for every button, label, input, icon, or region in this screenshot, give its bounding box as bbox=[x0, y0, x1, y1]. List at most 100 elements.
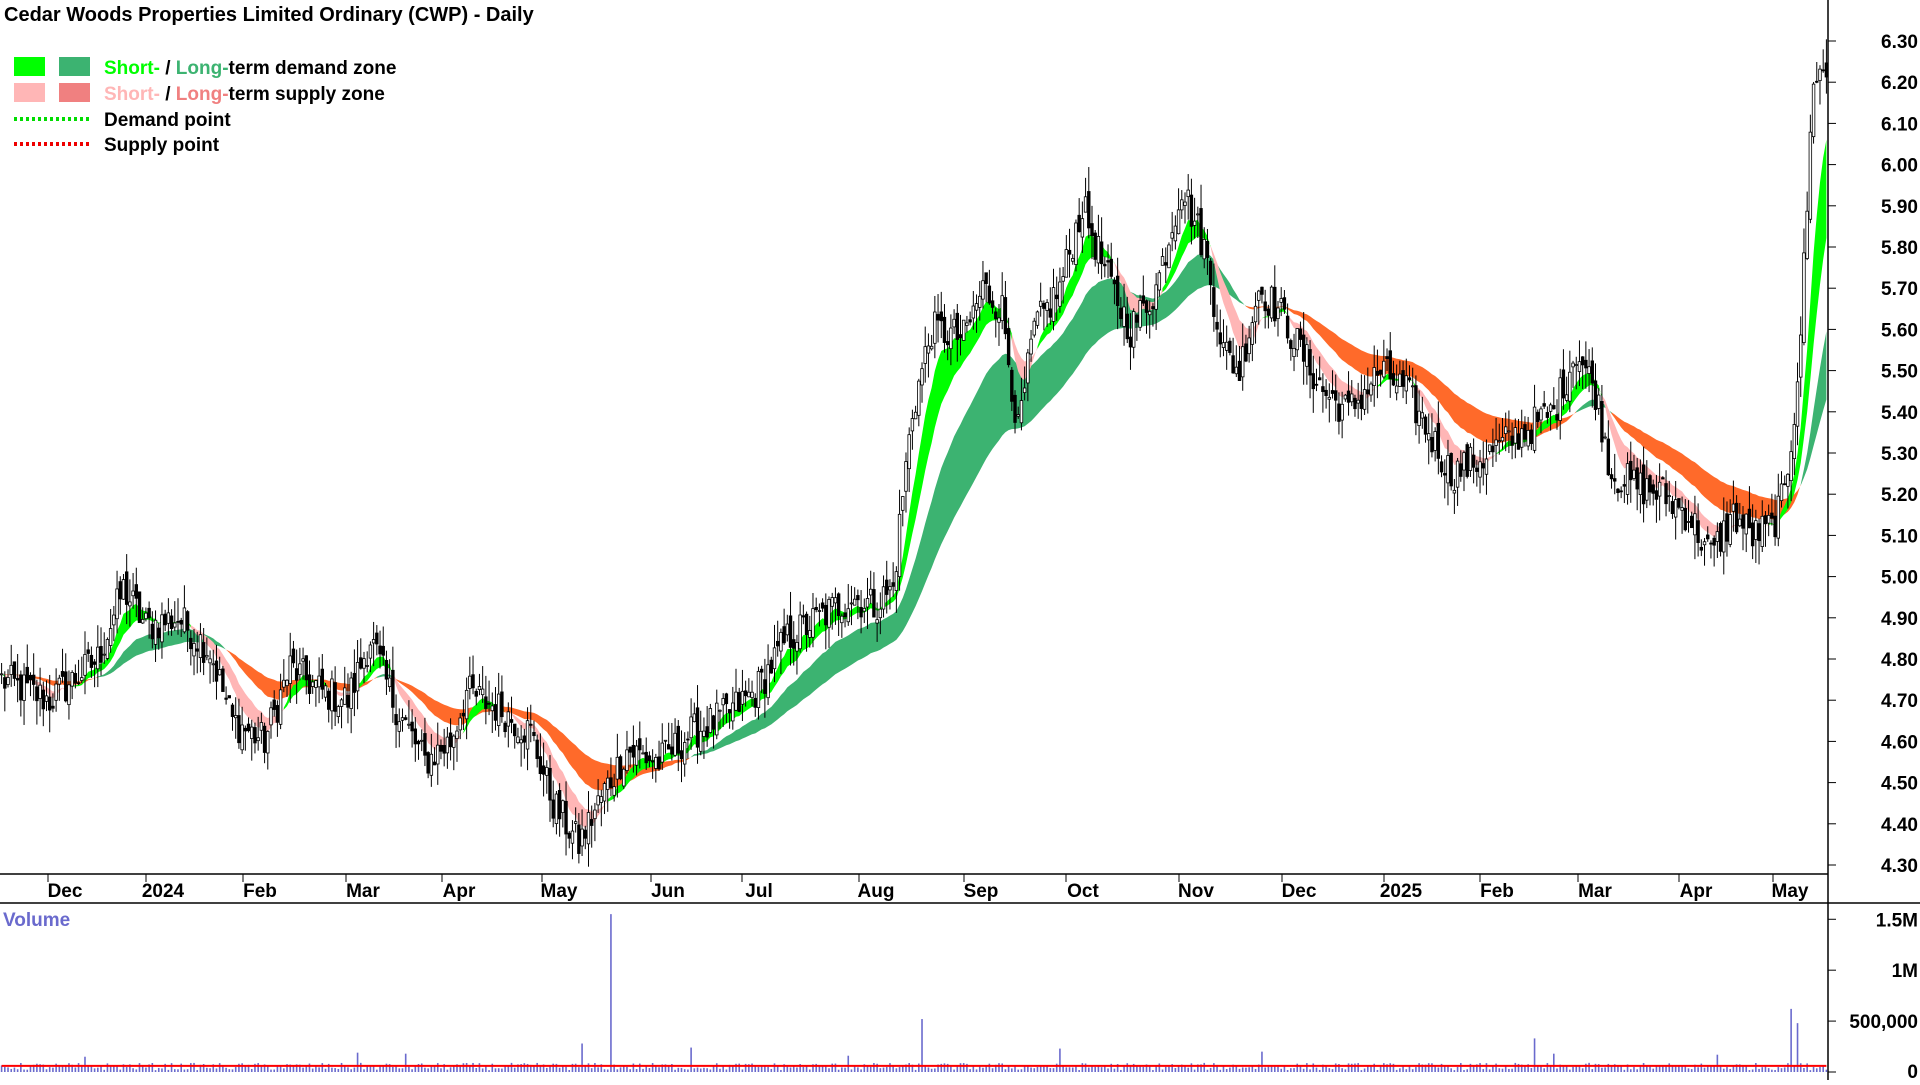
candle-body bbox=[862, 607, 866, 612]
candle-body bbox=[1375, 370, 1380, 376]
candle-body bbox=[718, 709, 722, 712]
x-tick-label: 2025 bbox=[1380, 881, 1423, 902]
candle-body bbox=[208, 658, 212, 664]
candle-body bbox=[779, 631, 783, 652]
candle-body bbox=[1629, 460, 1633, 481]
candle-body bbox=[516, 736, 520, 744]
candle-body bbox=[647, 755, 652, 762]
candle-body bbox=[282, 679, 286, 688]
candle-body bbox=[439, 744, 443, 752]
candle-body bbox=[1561, 369, 1566, 399]
candle-body bbox=[901, 496, 905, 511]
long-term-zone-band bbox=[376, 674, 397, 680]
candle-body bbox=[201, 642, 206, 663]
candle-body bbox=[702, 730, 706, 737]
candle-body bbox=[1340, 403, 1344, 421]
volume-y-tick-label: 1M bbox=[1892, 961, 1918, 982]
candle-body bbox=[214, 660, 219, 682]
candle-body bbox=[1192, 220, 1197, 226]
y-tick-label: 6.10 bbox=[1881, 114, 1918, 135]
candle-body bbox=[108, 628, 113, 646]
candle-body bbox=[820, 602, 825, 609]
candle-body bbox=[1378, 369, 1383, 375]
candle-body bbox=[368, 644, 373, 659]
candle-body bbox=[1523, 424, 1527, 440]
candle-body bbox=[1738, 518, 1742, 527]
candle-body bbox=[618, 756, 623, 780]
candle-body bbox=[1112, 279, 1117, 285]
candle-body bbox=[1706, 534, 1710, 540]
candle-body bbox=[1449, 453, 1453, 487]
candle-body bbox=[567, 832, 571, 839]
candle-body bbox=[1122, 306, 1126, 327]
candle-body bbox=[484, 696, 488, 709]
short-term-zone-band bbox=[505, 711, 608, 829]
short-supply-swatch bbox=[14, 83, 45, 102]
candle-body bbox=[1324, 389, 1328, 396]
candle-body bbox=[436, 744, 440, 765]
candle-body bbox=[1273, 286, 1277, 322]
candle-body bbox=[310, 681, 315, 687]
candle-body bbox=[355, 662, 360, 692]
candle-body bbox=[1237, 360, 1242, 381]
candle-body bbox=[477, 686, 482, 690]
candle-body bbox=[1160, 256, 1165, 266]
candle-body bbox=[1770, 512, 1774, 519]
candle-body bbox=[1006, 328, 1011, 366]
candle-body bbox=[1115, 275, 1120, 307]
candle-body bbox=[163, 613, 167, 626]
candle-body bbox=[801, 615, 806, 618]
candle-body bbox=[387, 677, 392, 688]
candle-body bbox=[740, 690, 745, 705]
candle-body bbox=[1186, 189, 1190, 198]
candle-body bbox=[1263, 301, 1267, 312]
candle-body bbox=[73, 673, 78, 684]
candle-body bbox=[650, 760, 655, 763]
candle-body bbox=[1414, 385, 1418, 424]
candle-body bbox=[1436, 422, 1441, 459]
candle-body bbox=[843, 612, 847, 618]
candle-body bbox=[1484, 458, 1489, 475]
x-tick-label: Jul bbox=[745, 881, 772, 902]
short-term-zone-band bbox=[1496, 372, 1602, 455]
candle-body bbox=[1802, 252, 1806, 344]
candle-body bbox=[1167, 244, 1171, 269]
candle-body bbox=[256, 737, 260, 742]
candle-body bbox=[1494, 439, 1498, 446]
candle-body bbox=[1545, 412, 1550, 418]
candle-body bbox=[54, 683, 58, 701]
candle-body bbox=[1491, 445, 1495, 453]
candle-body bbox=[320, 668, 325, 690]
candle-body bbox=[1763, 515, 1768, 525]
candle-body bbox=[323, 685, 328, 698]
candle-body bbox=[1821, 69, 1825, 72]
candle-body bbox=[894, 571, 899, 592]
candle-body bbox=[897, 513, 902, 578]
y-tick-label: 4.90 bbox=[1881, 609, 1918, 630]
candle-body bbox=[962, 319, 966, 341]
candle-body bbox=[384, 660, 389, 680]
long-term-zone-band bbox=[1245, 305, 1577, 444]
candle-body bbox=[910, 418, 915, 432]
candle-body bbox=[234, 715, 238, 719]
candle-body bbox=[1475, 467, 1479, 472]
short-term-zone-band bbox=[1287, 314, 1378, 402]
candle-body bbox=[1016, 414, 1020, 417]
candle-body bbox=[70, 671, 74, 687]
candle-body bbox=[1282, 297, 1287, 310]
candle-body bbox=[1353, 397, 1357, 410]
candle-body bbox=[1244, 343, 1248, 362]
candle-body bbox=[76, 682, 81, 685]
candle-body bbox=[1180, 199, 1184, 211]
candle-body bbox=[513, 723, 517, 737]
candle-body bbox=[743, 690, 748, 697]
candle-body bbox=[464, 689, 469, 720]
candle-body bbox=[1754, 520, 1758, 540]
candle-body bbox=[984, 272, 988, 284]
x-tick-label: Apr bbox=[1680, 881, 1713, 902]
candle-body bbox=[1609, 474, 1614, 480]
candle-body bbox=[926, 345, 931, 354]
candle-body bbox=[856, 595, 860, 601]
legend-demand-sep: / bbox=[160, 58, 176, 79]
candle-body bbox=[432, 761, 437, 766]
